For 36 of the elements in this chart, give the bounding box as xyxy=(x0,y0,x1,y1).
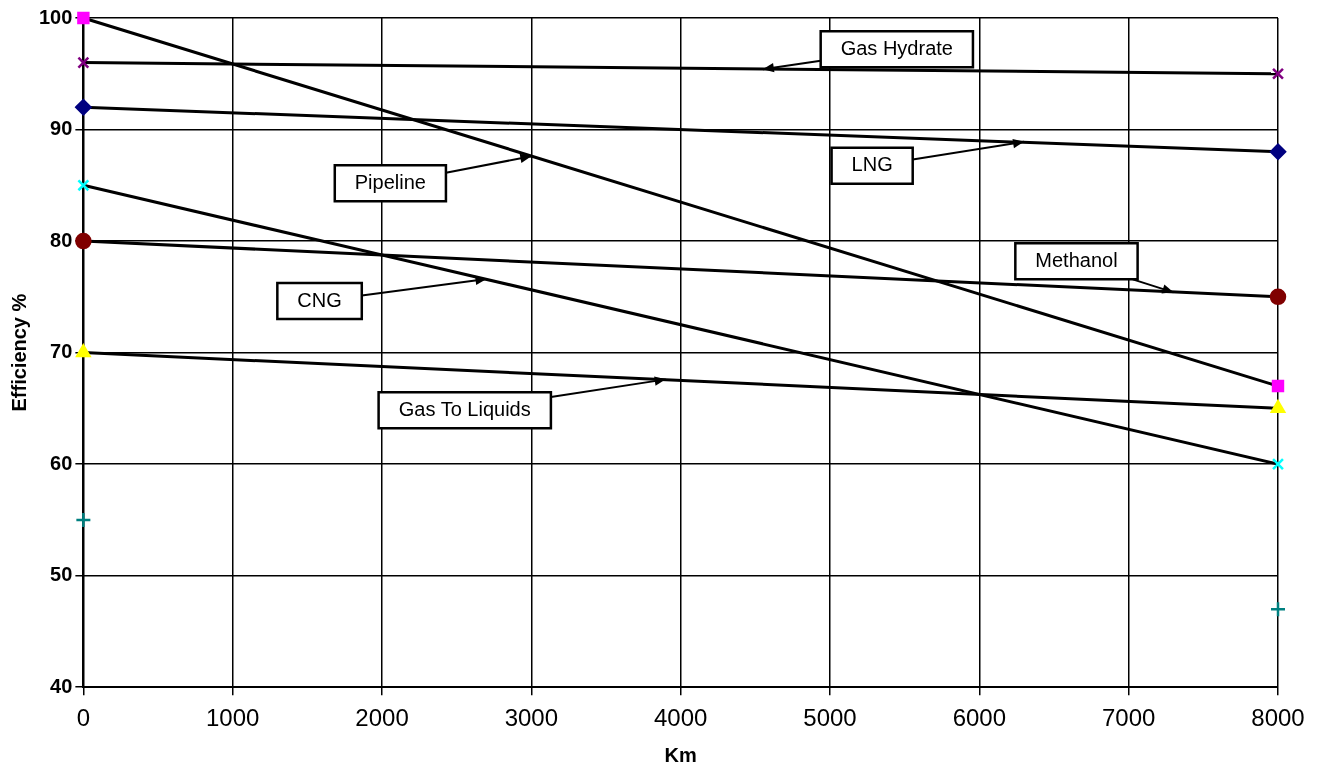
y-tick-label: 60 xyxy=(50,451,73,474)
annotation: CNG xyxy=(297,288,342,311)
x-tick-label: 5000 xyxy=(803,704,857,732)
x-tick-label: 7000 xyxy=(1101,704,1156,732)
point xyxy=(77,11,90,25)
annotation: LNG xyxy=(851,153,893,176)
y-axis-title: Efficiency % xyxy=(7,293,30,412)
x-axis-title: Km xyxy=(664,743,697,766)
point xyxy=(75,511,92,529)
annotation: Methanol xyxy=(1035,248,1118,271)
annotation: Gas To Liquids xyxy=(398,397,531,420)
point xyxy=(77,56,90,69)
x-tick-label: 3000 xyxy=(504,704,559,732)
x-tick-label: 8000 xyxy=(1251,704,1305,732)
point xyxy=(1269,600,1287,618)
y-tick-label: 40 xyxy=(50,674,73,697)
y-tick-label: 90 xyxy=(50,117,73,140)
point xyxy=(1271,67,1285,80)
point xyxy=(75,98,92,116)
point xyxy=(77,179,90,192)
y-tick-label: 100 xyxy=(38,5,73,28)
x-tick-label: 0 xyxy=(76,704,91,732)
point xyxy=(75,232,92,250)
x-tick-label: 1000 xyxy=(206,704,260,732)
x-tick-label: 6000 xyxy=(952,704,1007,732)
y-tick-label: 50 xyxy=(50,563,73,586)
annotation: Gas Hydrate xyxy=(840,36,953,59)
x-tick-label: 2000 xyxy=(355,704,409,732)
point xyxy=(1269,288,1287,306)
y-tick-label: 70 xyxy=(50,340,73,363)
x-tick-label: 4000 xyxy=(653,704,708,732)
point xyxy=(1269,143,1287,161)
point xyxy=(1271,379,1285,393)
y-tick-label: 80 xyxy=(50,228,73,251)
point xyxy=(1271,457,1285,471)
annotation: Pipeline xyxy=(354,170,426,193)
